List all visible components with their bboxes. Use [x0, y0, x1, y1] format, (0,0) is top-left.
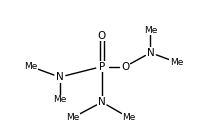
- Text: N: N: [147, 48, 154, 58]
- Text: Me: Me: [53, 95, 66, 104]
- Text: N: N: [98, 97, 106, 107]
- Text: P: P: [99, 62, 105, 71]
- Text: Me: Me: [170, 58, 183, 67]
- Text: Me: Me: [122, 113, 135, 122]
- Text: O: O: [121, 62, 129, 71]
- Text: Me: Me: [24, 62, 37, 71]
- Text: Me: Me: [144, 26, 157, 35]
- Text: Me: Me: [66, 113, 80, 122]
- Text: O: O: [98, 31, 106, 41]
- Text: N: N: [56, 72, 64, 82]
